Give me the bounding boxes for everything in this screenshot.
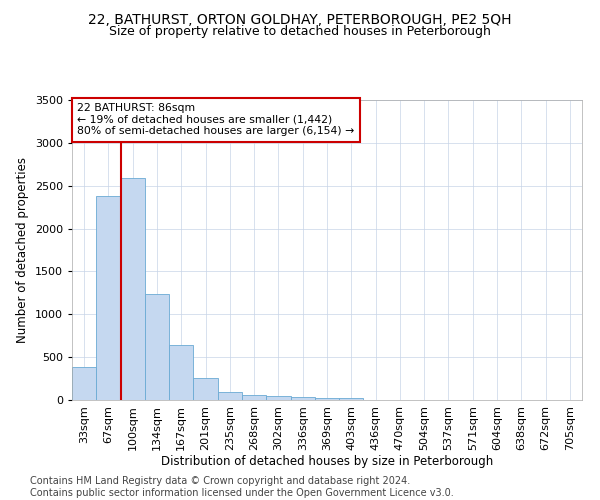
Bar: [218, 392, 242, 400]
Bar: [290, 396, 315, 400]
Bar: [266, 396, 290, 400]
Bar: [242, 396, 266, 400]
Text: 22, BATHURST, ORTON GOLDHAY, PETERBOROUGH, PE2 5QH: 22, BATHURST, ORTON GOLDHAY, PETERBOROUG…: [88, 12, 512, 26]
Bar: [145, 294, 169, 400]
Bar: [121, 178, 145, 400]
Text: 22 BATHURST: 86sqm
← 19% of detached houses are smaller (1,442)
80% of semi-deta: 22 BATHURST: 86sqm ← 19% of detached hou…: [77, 103, 355, 136]
Bar: [315, 398, 339, 400]
X-axis label: Distribution of detached houses by size in Peterborough: Distribution of detached houses by size …: [161, 456, 493, 468]
Bar: [339, 398, 364, 400]
Text: Contains HM Land Registry data © Crown copyright and database right 2024.
Contai: Contains HM Land Registry data © Crown c…: [30, 476, 454, 498]
Bar: [72, 366, 96, 400]
Text: Size of property relative to detached houses in Peterborough: Size of property relative to detached ho…: [109, 25, 491, 38]
Bar: [193, 378, 218, 400]
Y-axis label: Number of detached properties: Number of detached properties: [16, 157, 29, 343]
Bar: [96, 196, 121, 400]
Bar: [169, 345, 193, 400]
